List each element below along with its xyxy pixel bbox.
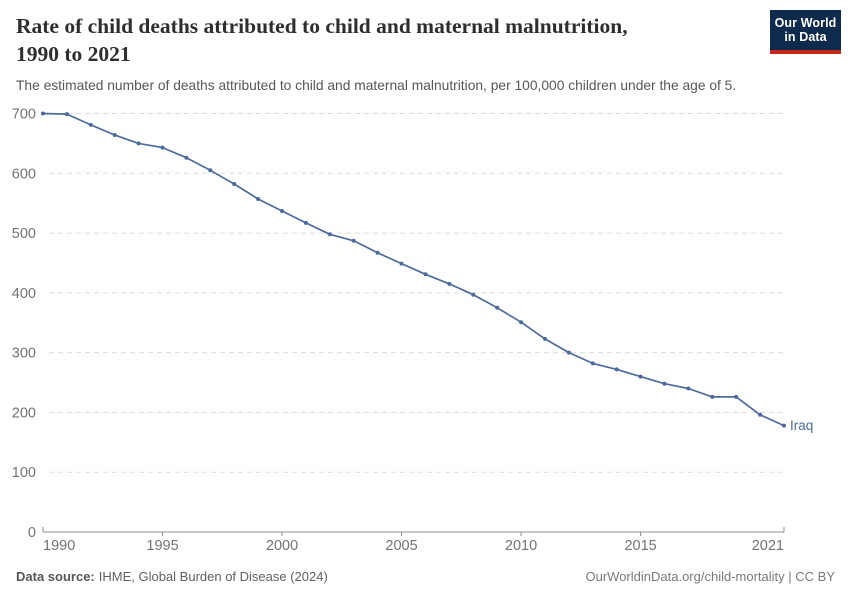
x-axis-label-2015: 2015 <box>624 538 656 554</box>
data-point-2008 <box>471 292 476 297</box>
data-point-1995 <box>160 145 165 150</box>
data-point-1993 <box>112 133 117 137</box>
credit-link: OurWorldinData.org/child-mortality | CC … <box>585 569 836 584</box>
data-point-2003 <box>351 238 356 243</box>
page-title-line1: Rate of child deaths attributed to child… <box>16 14 628 38</box>
data-point-2000 <box>280 209 284 213</box>
data-point-1996 <box>184 155 189 160</box>
data-point-1998 <box>232 182 237 186</box>
data-point-2006 <box>423 272 428 277</box>
x-axis-label-2010: 2010 <box>505 538 537 554</box>
owid-logo-text-line1: Our World <box>774 16 837 30</box>
x-axis-label-2021: 2021 <box>752 538 784 554</box>
data-point-2004 <box>375 250 380 255</box>
data-point-2014 <box>614 367 619 372</box>
data-point-2012 <box>566 350 571 355</box>
owid-logo-text-line2: in Data <box>784 30 827 44</box>
data-source-text: IHME, Global Burden of Disease (2024) <box>98 569 328 584</box>
y-axis-label-300: 300 <box>12 346 36 362</box>
data-point-1997 <box>208 168 213 173</box>
y-axis-label-700: 700 <box>12 107 36 123</box>
x-axis-label-1995: 1995 <box>146 538 178 554</box>
trend-line-iraq <box>42 112 785 427</box>
data-point-2015 <box>638 374 643 379</box>
data-point-2016 <box>662 381 667 386</box>
data-point-2007 <box>447 281 452 286</box>
data-point-2011 <box>543 336 547 341</box>
data-point-2020 <box>758 412 763 417</box>
series-end-label: Iraq <box>790 418 813 433</box>
chart-footer: Data source: IHME, Global Burden of Disea… <box>16 569 835 584</box>
x-axis-label-2000: 2000 <box>266 538 298 554</box>
data-point-2017 <box>686 386 691 391</box>
data-point-1991 <box>64 112 69 117</box>
data-source-label: Data source: <box>16 569 95 584</box>
data-point-2021 <box>782 423 786 428</box>
data-point-1990 <box>41 111 45 116</box>
data-point-2009 <box>495 305 500 310</box>
y-axis-label-100: 100 <box>12 465 36 481</box>
data-point-1999 <box>256 197 261 201</box>
x-axis-label-1990: 1990 <box>43 538 75 554</box>
chart-subtitle: The estimated number of deaths attribute… <box>16 78 737 93</box>
data-point-2001 <box>303 220 308 225</box>
data-point-2005 <box>399 261 404 266</box>
data-source-note: Data source: IHME, Global Burden of Disea… <box>16 569 328 584</box>
y-axis-label-0: 0 <box>28 525 36 541</box>
y-axis-label-400: 400 <box>12 286 36 302</box>
data-point-2013 <box>590 361 595 366</box>
y-axis-label-200: 200 <box>12 405 36 421</box>
data-point-2019 <box>734 394 739 399</box>
data-point-1992 <box>88 122 93 127</box>
y-axis-label-600: 600 <box>12 166 36 182</box>
page-title-line2: 1990 to 2021 <box>16 42 131 66</box>
data-point-2010 <box>519 320 524 325</box>
chart-header: Rate of child deaths attributed to child… <box>16 12 761 94</box>
owid-logo: Our World in Data <box>770 10 841 54</box>
y-axis-label-500: 500 <box>12 226 36 242</box>
data-point-2002 <box>327 232 332 237</box>
data-point-1994 <box>136 141 141 146</box>
x-axis-label-2005: 2005 <box>385 538 417 554</box>
data-point-2018 <box>710 394 715 399</box>
